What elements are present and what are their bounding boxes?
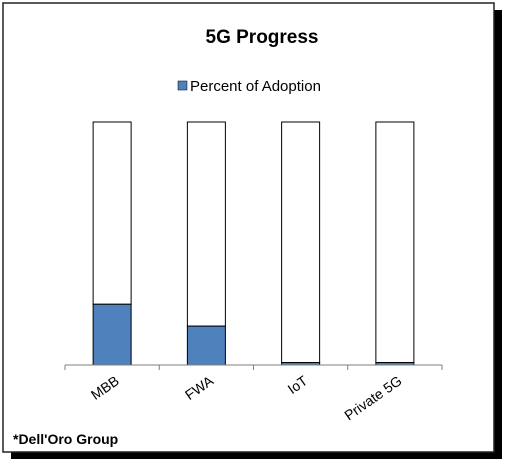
chart-title: 5G Progress: [206, 27, 319, 48]
bar-remainder-mbb: [92, 121, 132, 305]
legend-swatch: [177, 80, 188, 91]
bar-fwa: [186, 325, 226, 366]
source-note: *Dell'Oro Group: [13, 431, 118, 447]
chart-frame: [2, 2, 495, 453]
bar-remainder-fwa: [186, 121, 226, 327]
bar-mbb: [92, 303, 132, 366]
bar-remainder-iot: [281, 121, 321, 364]
legend: Percent of Adoption: [177, 78, 321, 95]
bar-remainder-private-5g: [375, 121, 415, 364]
legend-label: Percent of Adoption: [190, 78, 321, 95]
plot-area: MBB FWA IoT Private 5G: [64, 121, 443, 423]
